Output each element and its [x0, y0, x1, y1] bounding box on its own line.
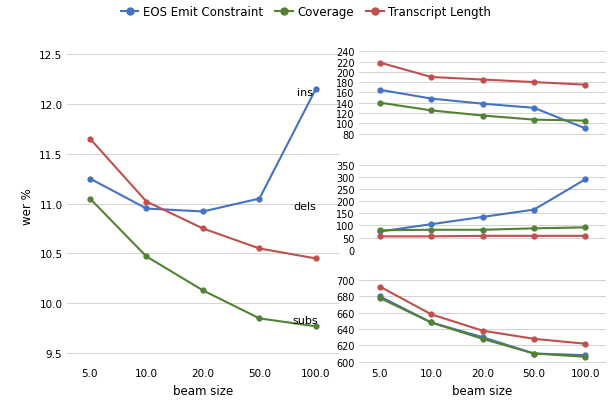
Y-axis label: subs: subs — [293, 315, 318, 325]
Coverage — [312, 324, 319, 329]
Coverage — [86, 197, 94, 202]
Transcript Length — [200, 226, 207, 231]
EOS Emit Constraint — [86, 177, 94, 182]
EOS Emit Constraint — [256, 197, 263, 202]
Line: Transcript Length: Transcript Length — [88, 137, 318, 261]
EOS Emit Constraint — [143, 206, 150, 211]
Coverage — [256, 316, 263, 321]
X-axis label: beam size: beam size — [173, 384, 233, 397]
Y-axis label: dels: dels — [294, 202, 316, 211]
Y-axis label: ins: ins — [297, 88, 313, 98]
EOS Emit Constraint — [200, 209, 207, 214]
X-axis label: beam size: beam size — [452, 384, 513, 397]
Line: Coverage: Coverage — [88, 197, 318, 329]
Transcript Length — [143, 199, 150, 204]
Legend: EOS Emit Constraint, Coverage, Transcript Length: EOS Emit Constraint, Coverage, Transcrip… — [116, 2, 496, 24]
Transcript Length — [312, 256, 319, 261]
Coverage — [143, 254, 150, 259]
Transcript Length — [256, 247, 263, 252]
EOS Emit Constraint — [312, 87, 319, 92]
Y-axis label: wer %: wer % — [21, 188, 34, 225]
Transcript Length — [86, 137, 94, 142]
Line: EOS Emit Constraint: EOS Emit Constraint — [88, 87, 318, 214]
Coverage — [200, 288, 207, 293]
